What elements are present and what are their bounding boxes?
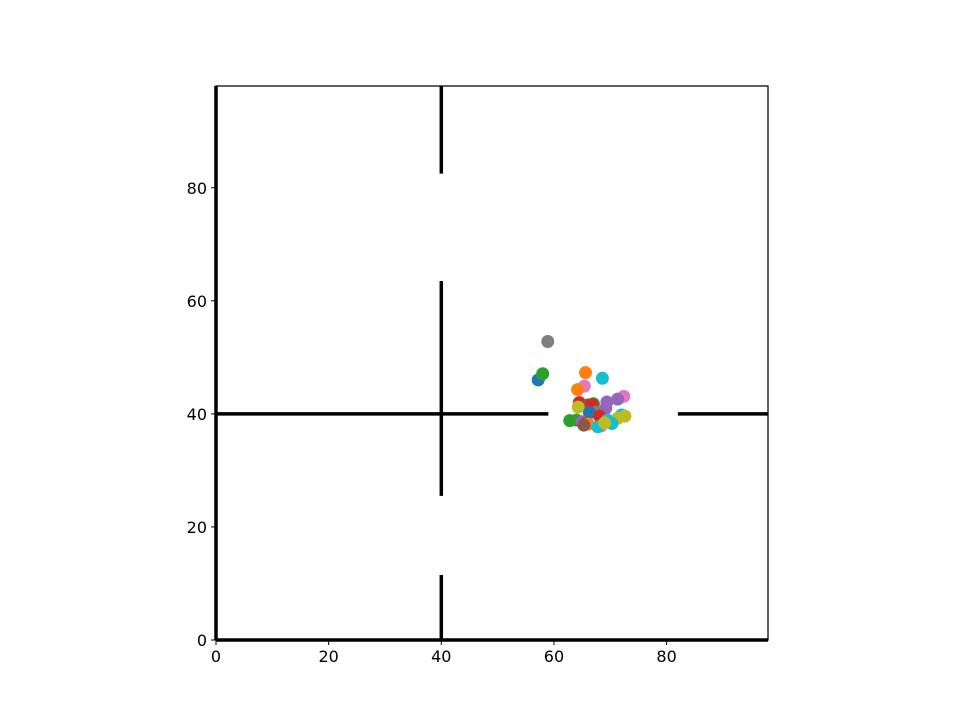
scatter-point-17 — [582, 406, 596, 420]
points-layer — [531, 335, 632, 434]
x-tick-label-3: 60 — [544, 647, 564, 666]
scatter-point-14 — [571, 400, 585, 414]
scatter-point-1 — [536, 367, 550, 381]
plot-axes: 0 20 40 60 80 0 20 40 60 80 — [187, 85, 769, 666]
y-tick-label-2: 40 — [187, 405, 207, 424]
axes-frame — [215, 85, 769, 641]
scatter-point-8 — [611, 392, 625, 406]
x-tick-label-1: 20 — [318, 647, 338, 666]
y-tick-label-0: 0 — [197, 631, 207, 650]
scatter-point-31 — [598, 416, 612, 430]
y-tick-label-1: 20 — [187, 518, 207, 537]
y-axis-ticks: 0 20 40 60 80 — [187, 179, 216, 650]
y-tick-label-3: 60 — [187, 292, 207, 311]
x-axis-ticks: 0 20 40 60 80 — [211, 640, 677, 666]
scatter-point-32 — [577, 418, 591, 432]
scatter-point-2 — [541, 335, 555, 349]
walls-layer — [214, 86, 768, 642]
x-tick-label-0: 0 — [211, 647, 221, 666]
scatter-point-4 — [595, 371, 609, 385]
x-tick-label-2: 40 — [431, 647, 451, 666]
scatter-point-6 — [571, 383, 585, 397]
scatter-point-3 — [579, 366, 593, 380]
y-tick-label-4: 80 — [187, 179, 207, 198]
x-tick-label-4: 80 — [656, 647, 676, 666]
